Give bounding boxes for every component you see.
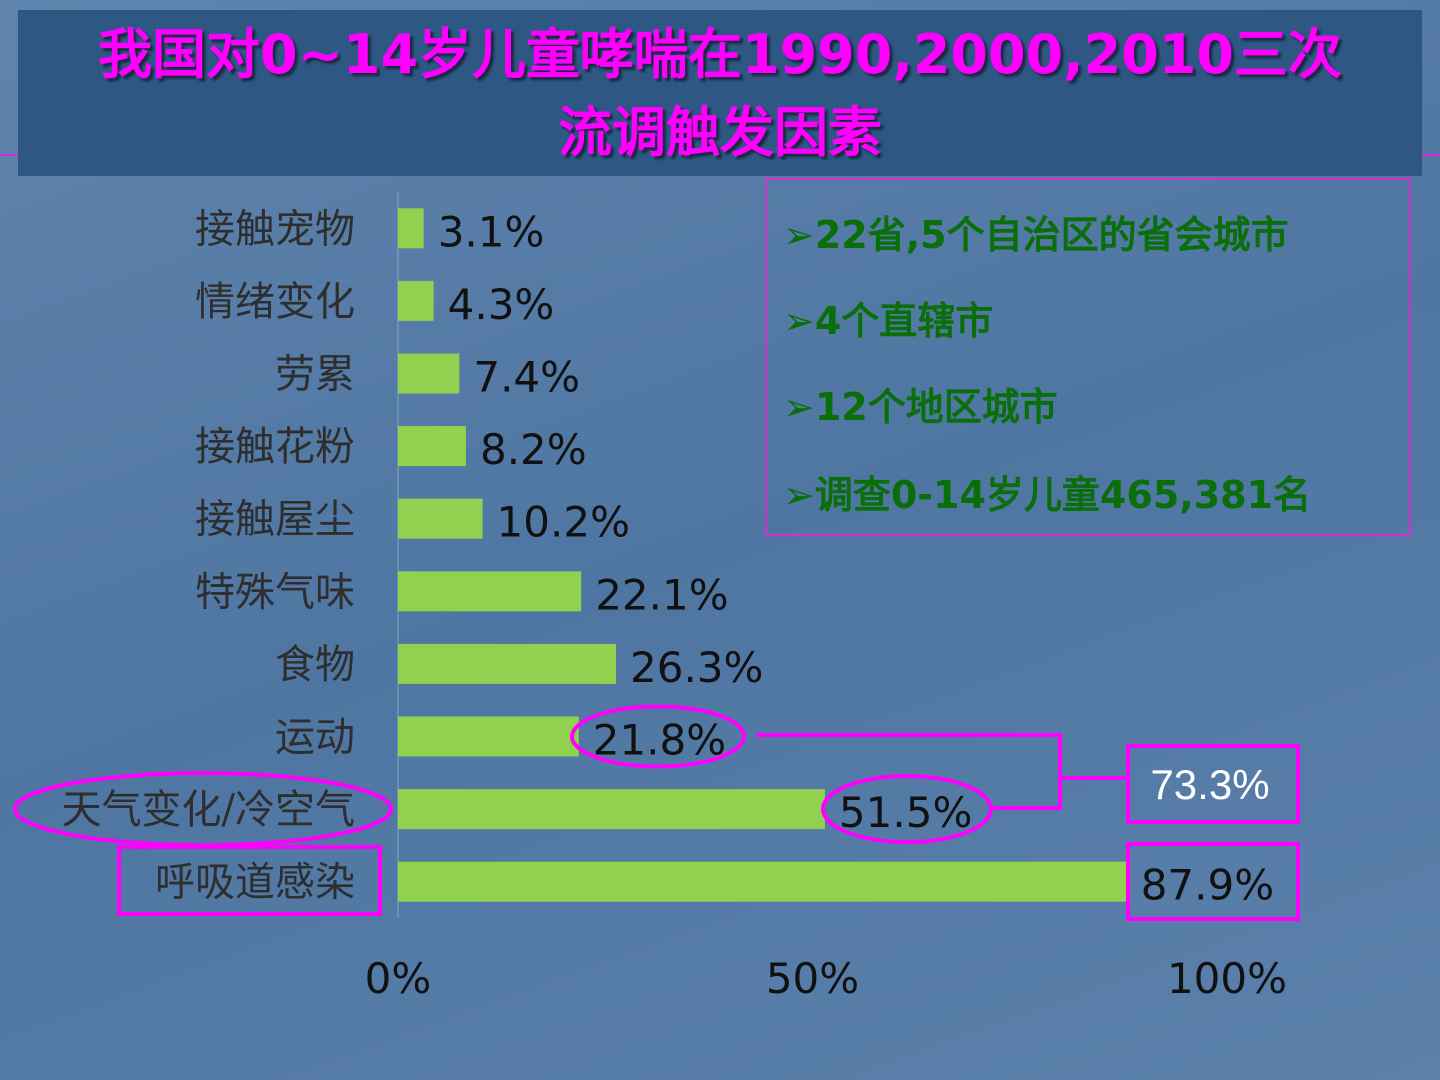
x-tick-label: 0% <box>365 954 432 1003</box>
category-label: 食物 <box>275 642 355 688</box>
info-item-text: 调查0-14岁儿童465,381名 <box>814 473 1312 517</box>
info-item-text: 12个地区城市 <box>814 385 1058 429</box>
category-label: 运动 <box>275 715 355 761</box>
data-label: 26.3% <box>630 643 763 692</box>
x-tick-label: 100% <box>1167 954 1287 1003</box>
data-label: 4.3% <box>448 280 555 329</box>
category-label: 呼吸道感染 <box>155 860 355 906</box>
title-line-1: 我国对0~14岁儿童哮喘在1990,2000,2010三次 <box>98 23 1342 86</box>
bullet-arrow-icon: ➢ <box>783 299 815 343</box>
category-label: 情绪变化 <box>195 279 355 325</box>
highlight-box-respiratory-label <box>117 845 382 916</box>
bar <box>398 571 582 612</box>
category-label: 天气变化/冷空气 <box>62 787 355 833</box>
data-label: 8.2% <box>480 425 587 474</box>
info-item: ➢4个直辖市 <box>783 290 993 345</box>
combined-value-label: 73.3% <box>1150 761 1269 808</box>
info-box: ➢22省,5个自治区的省会城市 ➢4个直辖市 ➢12个地区城市 ➢调查0-14岁… <box>765 178 1411 536</box>
bar <box>398 208 424 249</box>
bar <box>398 498 483 539</box>
data-label: 10.2% <box>497 498 630 547</box>
category-label: 劳累 <box>275 352 355 398</box>
data-label: 21.8% <box>593 716 726 765</box>
category-label: 接触花粉 <box>195 424 355 470</box>
bar <box>398 280 434 321</box>
bullet-arrow-icon: ➢ <box>783 213 815 257</box>
bullet-arrow-icon: ➢ <box>783 385 815 429</box>
title-line-2: 流调触发因素 <box>558 101 882 164</box>
bar <box>398 643 617 684</box>
info-item-text: 22省,5个自治区的省会城市 <box>814 213 1289 257</box>
data-label: 7.4% <box>473 353 580 402</box>
bar <box>398 861 1127 902</box>
category-label: 接触宠物 <box>195 206 355 252</box>
info-item-text: 4个直辖市 <box>814 299 994 343</box>
bracket-connector <box>756 733 1062 810</box>
bar <box>398 789 825 830</box>
bar <box>398 353 460 394</box>
data-label: 22.1% <box>595 570 728 619</box>
slide-title: 我国对0~14岁儿童哮喘在1990,2000,2010三次 流调触发因素 <box>18 10 1422 176</box>
x-tick-label: 50% <box>766 954 859 1003</box>
bullet-arrow-icon: ➢ <box>783 473 815 517</box>
combined-value-box <box>1126 744 1300 824</box>
data-label: 51.5% <box>839 788 972 837</box>
highlight-box-respiratory-value <box>1126 842 1300 921</box>
bar <box>398 716 579 757</box>
data-label: 3.1% <box>438 207 545 256</box>
highlight-ellipse-run <box>570 704 746 769</box>
info-item: ➢22省,5个自治区的省会城市 <box>783 204 1289 259</box>
info-item: ➢调查0-14岁儿童465,381名 <box>783 464 1311 519</box>
info-item: ➢12个地区城市 <box>783 376 1058 431</box>
data-label: 87.9% <box>1141 861 1274 910</box>
category-label: 接触屋尘 <box>195 497 355 543</box>
bar <box>398 426 466 467</box>
category-label: 特殊气味 <box>195 569 355 615</box>
